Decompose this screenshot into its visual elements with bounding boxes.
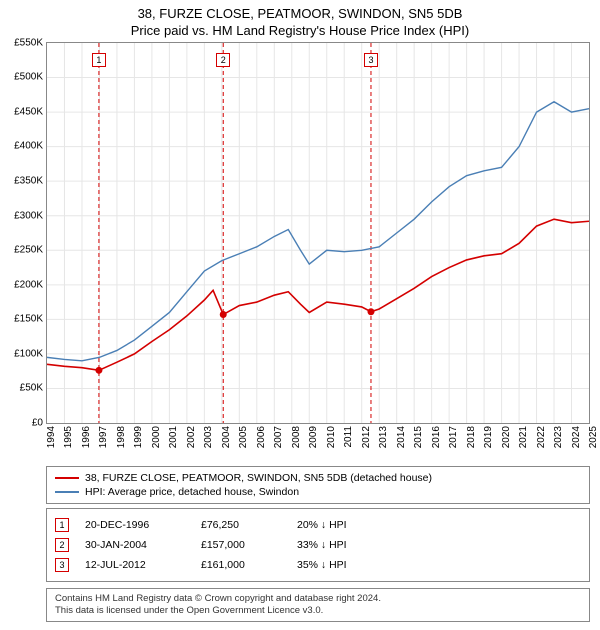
x-tick-label: 2008 [291, 426, 302, 448]
plot-area: £0£50K£100K£150K£200K£250K£300K£350K£400… [46, 42, 590, 424]
x-tick-label: 2020 [501, 426, 512, 448]
title-block: 38, FURZE CLOSE, PEATMOOR, SWINDON, SN5 … [0, 0, 600, 42]
x-tick-label: 2024 [571, 426, 582, 448]
event-diff: 33% ↓ HPI [297, 539, 581, 551]
x-tick-label: 2018 [466, 426, 477, 448]
event-date: 20-DEC-1996 [85, 519, 185, 531]
x-tick-label: 2016 [431, 426, 442, 448]
y-tick-label: £0 [32, 417, 43, 428]
legend-label-property: 38, FURZE CLOSE, PEATMOOR, SWINDON, SN5 … [85, 472, 432, 484]
event-marker-box: 1 [55, 518, 69, 532]
y-tick-label: £150K [14, 314, 43, 325]
legend-row-property: 38, FURZE CLOSE, PEATMOOR, SWINDON, SN5 … [55, 471, 581, 485]
x-tick-label: 2013 [378, 426, 389, 448]
event-price: £157,000 [201, 539, 281, 551]
x-tick-label: 2006 [256, 426, 267, 448]
event-marker-label: 1 [92, 53, 106, 67]
x-tick-label: 2015 [413, 426, 424, 448]
x-tick-label: 2007 [273, 426, 284, 448]
y-tick-label: £300K [14, 210, 43, 221]
y-tick-label: £500K [14, 72, 43, 83]
event-price: £161,000 [201, 559, 281, 571]
x-tick-label: 2023 [553, 426, 564, 448]
legend-row-hpi: HPI: Average price, detached house, Swin… [55, 485, 581, 499]
footer-line-2: This data is licensed under the Open Gov… [55, 605, 581, 617]
x-tick-label: 2004 [221, 426, 232, 448]
event-marker-label: 2 [216, 53, 230, 67]
event-diff: 20% ↓ HPI [297, 519, 581, 531]
y-tick-label: £400K [14, 141, 43, 152]
event-marker-box: 3 [55, 558, 69, 572]
x-tick-label: 1996 [81, 426, 92, 448]
plot-svg [47, 43, 589, 423]
y-tick-label: £450K [14, 106, 43, 117]
x-tick-label: 2001 [168, 426, 179, 448]
x-tick-label: 2003 [203, 426, 214, 448]
x-tick-label: 1997 [98, 426, 109, 448]
legend: 38, FURZE CLOSE, PEATMOOR, SWINDON, SN5 … [46, 466, 590, 504]
legend-swatch-property [55, 477, 79, 479]
legend-swatch-hpi [55, 491, 79, 493]
event-diff: 35% ↓ HPI [297, 559, 581, 571]
event-row: 2 30-JAN-2004 £157,000 33% ↓ HPI [55, 535, 581, 555]
x-tick-label: 2025 [588, 426, 599, 448]
event-date: 30-JAN-2004 [85, 539, 185, 551]
x-tick-label: 2000 [151, 426, 162, 448]
event-marker-box: 2 [55, 538, 69, 552]
event-row: 3 12-JUL-2012 £161,000 35% ↓ HPI [55, 555, 581, 575]
x-axis-ticks: 1994 1995 1996 1997 1998 1999 2000 2001 2002 2003… [46, 424, 590, 464]
event-marker-label: 3 [364, 53, 378, 67]
x-tick-label: 2019 [483, 426, 494, 448]
x-tick-label: 2010 [326, 426, 337, 448]
x-tick-label: 2002 [186, 426, 197, 448]
y-tick-label: £250K [14, 245, 43, 256]
x-tick-label: 1999 [133, 426, 144, 448]
title-line-1: 38, FURZE CLOSE, PEATMOOR, SWINDON, SN5 … [8, 6, 592, 23]
x-tick-label: 2022 [536, 426, 547, 448]
x-tick-label: 2017 [448, 426, 459, 448]
x-tick-label: 1995 [63, 426, 74, 448]
event-date: 12-JUL-2012 [85, 559, 185, 571]
title-line-2: Price paid vs. HM Land Registry's House … [8, 23, 592, 40]
x-tick-label: 2014 [396, 426, 407, 448]
events-table: 1 20-DEC-1996 £76,250 20% ↓ HPI 2 30-JAN-2004… [46, 508, 590, 582]
chart-container: 38, FURZE CLOSE, PEATMOOR, SWINDON, SN5 … [0, 0, 600, 622]
footer: Contains HM Land Registry data © Crown c… [46, 588, 590, 623]
x-tick-label: 2012 [361, 426, 372, 448]
y-tick-label: £350K [14, 175, 43, 186]
event-row: 1 20-DEC-1996 £76,250 20% ↓ HPI [55, 515, 581, 535]
x-tick-label: 2011 [343, 426, 354, 448]
x-tick-label: 2005 [238, 426, 249, 448]
y-tick-label: £50K [20, 383, 43, 394]
y-tick-label: £200K [14, 279, 43, 290]
y-tick-label: £550K [14, 37, 43, 48]
x-tick-label: 2021 [518, 426, 529, 448]
legend-label-hpi: HPI: Average price, detached house, Swin… [85, 486, 299, 498]
footer-line-1: Contains HM Land Registry data © Crown c… [55, 593, 581, 605]
event-price: £76,250 [201, 519, 281, 531]
x-tick-label: 1994 [46, 426, 57, 448]
y-tick-label: £100K [14, 348, 43, 359]
x-tick-label: 2009 [308, 426, 319, 448]
x-tick-label: 1998 [116, 426, 127, 448]
